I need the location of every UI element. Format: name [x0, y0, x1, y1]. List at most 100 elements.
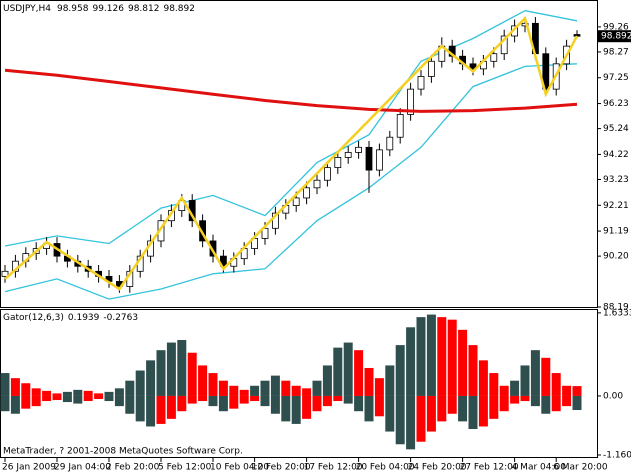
gator-bar — [385, 395, 395, 432]
upper-band — [4, 10, 578, 247]
gator-bar — [104, 391, 114, 396]
gator-bar — [520, 365, 530, 396]
candle-body — [271, 212, 279, 229]
gator-bar — [187, 395, 197, 404]
upper-value: 0.1939 — [68, 313, 100, 323]
moving-average — [4, 68, 578, 113]
zigzag — [4, 15, 579, 291]
x-tick-label: 12 Feb 20:00 — [252, 463, 311, 473]
candle-body — [292, 197, 300, 206]
gator-bar — [52, 395, 62, 401]
gator-bar — [198, 365, 208, 396]
gator-bar — [364, 367, 374, 396]
gator-bar — [31, 395, 41, 407]
candle-body — [178, 200, 186, 211]
gator-bar — [458, 329, 468, 396]
gator-bar — [73, 395, 83, 404]
x-tick-label: 10 Feb 04:00 — [210, 463, 269, 473]
gator-bar — [198, 395, 208, 402]
gator-bar — [166, 342, 176, 396]
gator-bar — [270, 395, 280, 414]
gator-bar — [458, 395, 468, 422]
x-tick-label: 2 Feb 20:00 — [106, 463, 160, 473]
candle-body — [417, 76, 425, 90]
candle-body — [396, 114, 404, 138]
gator-bar — [426, 395, 436, 432]
gator-bar — [177, 340, 187, 396]
gator-bar — [250, 385, 260, 396]
gator-bar — [218, 380, 228, 396]
candle-body — [344, 151, 352, 158]
gator-bar — [343, 395, 353, 404]
high-value: 99.126 — [92, 4, 124, 14]
candle-body — [365, 146, 373, 171]
gator-bar — [250, 395, 260, 402]
x-tick-label: 4 Mar 04:00 — [512, 463, 567, 473]
x-tick-label: 6 Mar 20:00 — [553, 463, 608, 473]
y-tick-label: 93.23 — [603, 175, 629, 185]
gator-bar — [83, 390, 93, 396]
gator-bar — [239, 395, 249, 404]
gator-bar — [94, 393, 104, 396]
candle-body — [490, 53, 498, 62]
gator-bar — [478, 360, 488, 396]
x-tick-label: 17 Feb 12:00 — [304, 463, 363, 473]
gator-bar — [125, 395, 135, 414]
gator-bar — [291, 395, 301, 424]
candle-body — [209, 240, 217, 257]
gator-bar — [333, 395, 343, 402]
gator-bar — [426, 314, 436, 396]
y-tick-label: 96.23 — [603, 99, 629, 109]
gator-bar — [0, 395, 10, 412]
y-tick-label: 97.25 — [603, 73, 629, 83]
y-tick-label: 88.19 — [603, 302, 629, 312]
candle-body — [355, 146, 363, 153]
gator-bar — [385, 365, 395, 396]
y-tick-label: 90.20 — [603, 252, 629, 262]
gator-bar — [73, 389, 83, 396]
gator-bar — [551, 395, 561, 412]
gator-bar — [21, 383, 31, 396]
gator-bar — [260, 395, 270, 407]
gator-bar — [416, 395, 426, 442]
y-tick-label: 98.27 — [603, 47, 629, 57]
candle-body — [386, 136, 394, 151]
gator-bar — [510, 395, 520, 404]
gator-bar — [62, 395, 72, 403]
gator-bar — [541, 357, 551, 396]
gator-bar — [489, 373, 499, 396]
y-tick-label: 94.22 — [603, 150, 629, 160]
candle-body — [542, 53, 550, 90]
close-value: 98.892 — [163, 4, 195, 14]
candle-body — [427, 60, 435, 77]
gator-bar — [416, 317, 426, 396]
lower-value: -0.2763 — [103, 313, 138, 323]
gator-bar — [562, 385, 572, 396]
gator-bar — [229, 395, 239, 409]
gator-bar — [322, 395, 332, 407]
gator-bar — [83, 395, 93, 402]
gator-bar — [104, 395, 114, 402]
gator-bar — [208, 395, 218, 407]
gator-bar — [437, 317, 447, 396]
gator-bar — [374, 378, 384, 396]
gator-bar — [530, 350, 540, 396]
y-tick-label: 95.24 — [603, 124, 629, 134]
gator-bar — [135, 370, 145, 396]
gator-bar — [260, 380, 270, 396]
candle-body — [261, 227, 269, 239]
gator-bar — [166, 395, 176, 419]
gator-bar — [333, 347, 343, 396]
gator-bar — [499, 385, 509, 396]
gator-bar — [10, 378, 20, 396]
candle-body — [407, 88, 415, 115]
gator-bar — [312, 395, 322, 412]
gator-bar — [281, 380, 291, 396]
gator-title: Gator(12,6,3) 0.1939 -0.2763 — [3, 313, 138, 323]
gator-bar — [437, 395, 447, 422]
gator-bar — [187, 352, 197, 396]
gator-bar — [551, 373, 561, 396]
gator-bar — [125, 380, 135, 396]
candle-body — [1, 270, 9, 277]
symbol: USDJPY,H4 — [3, 4, 51, 14]
